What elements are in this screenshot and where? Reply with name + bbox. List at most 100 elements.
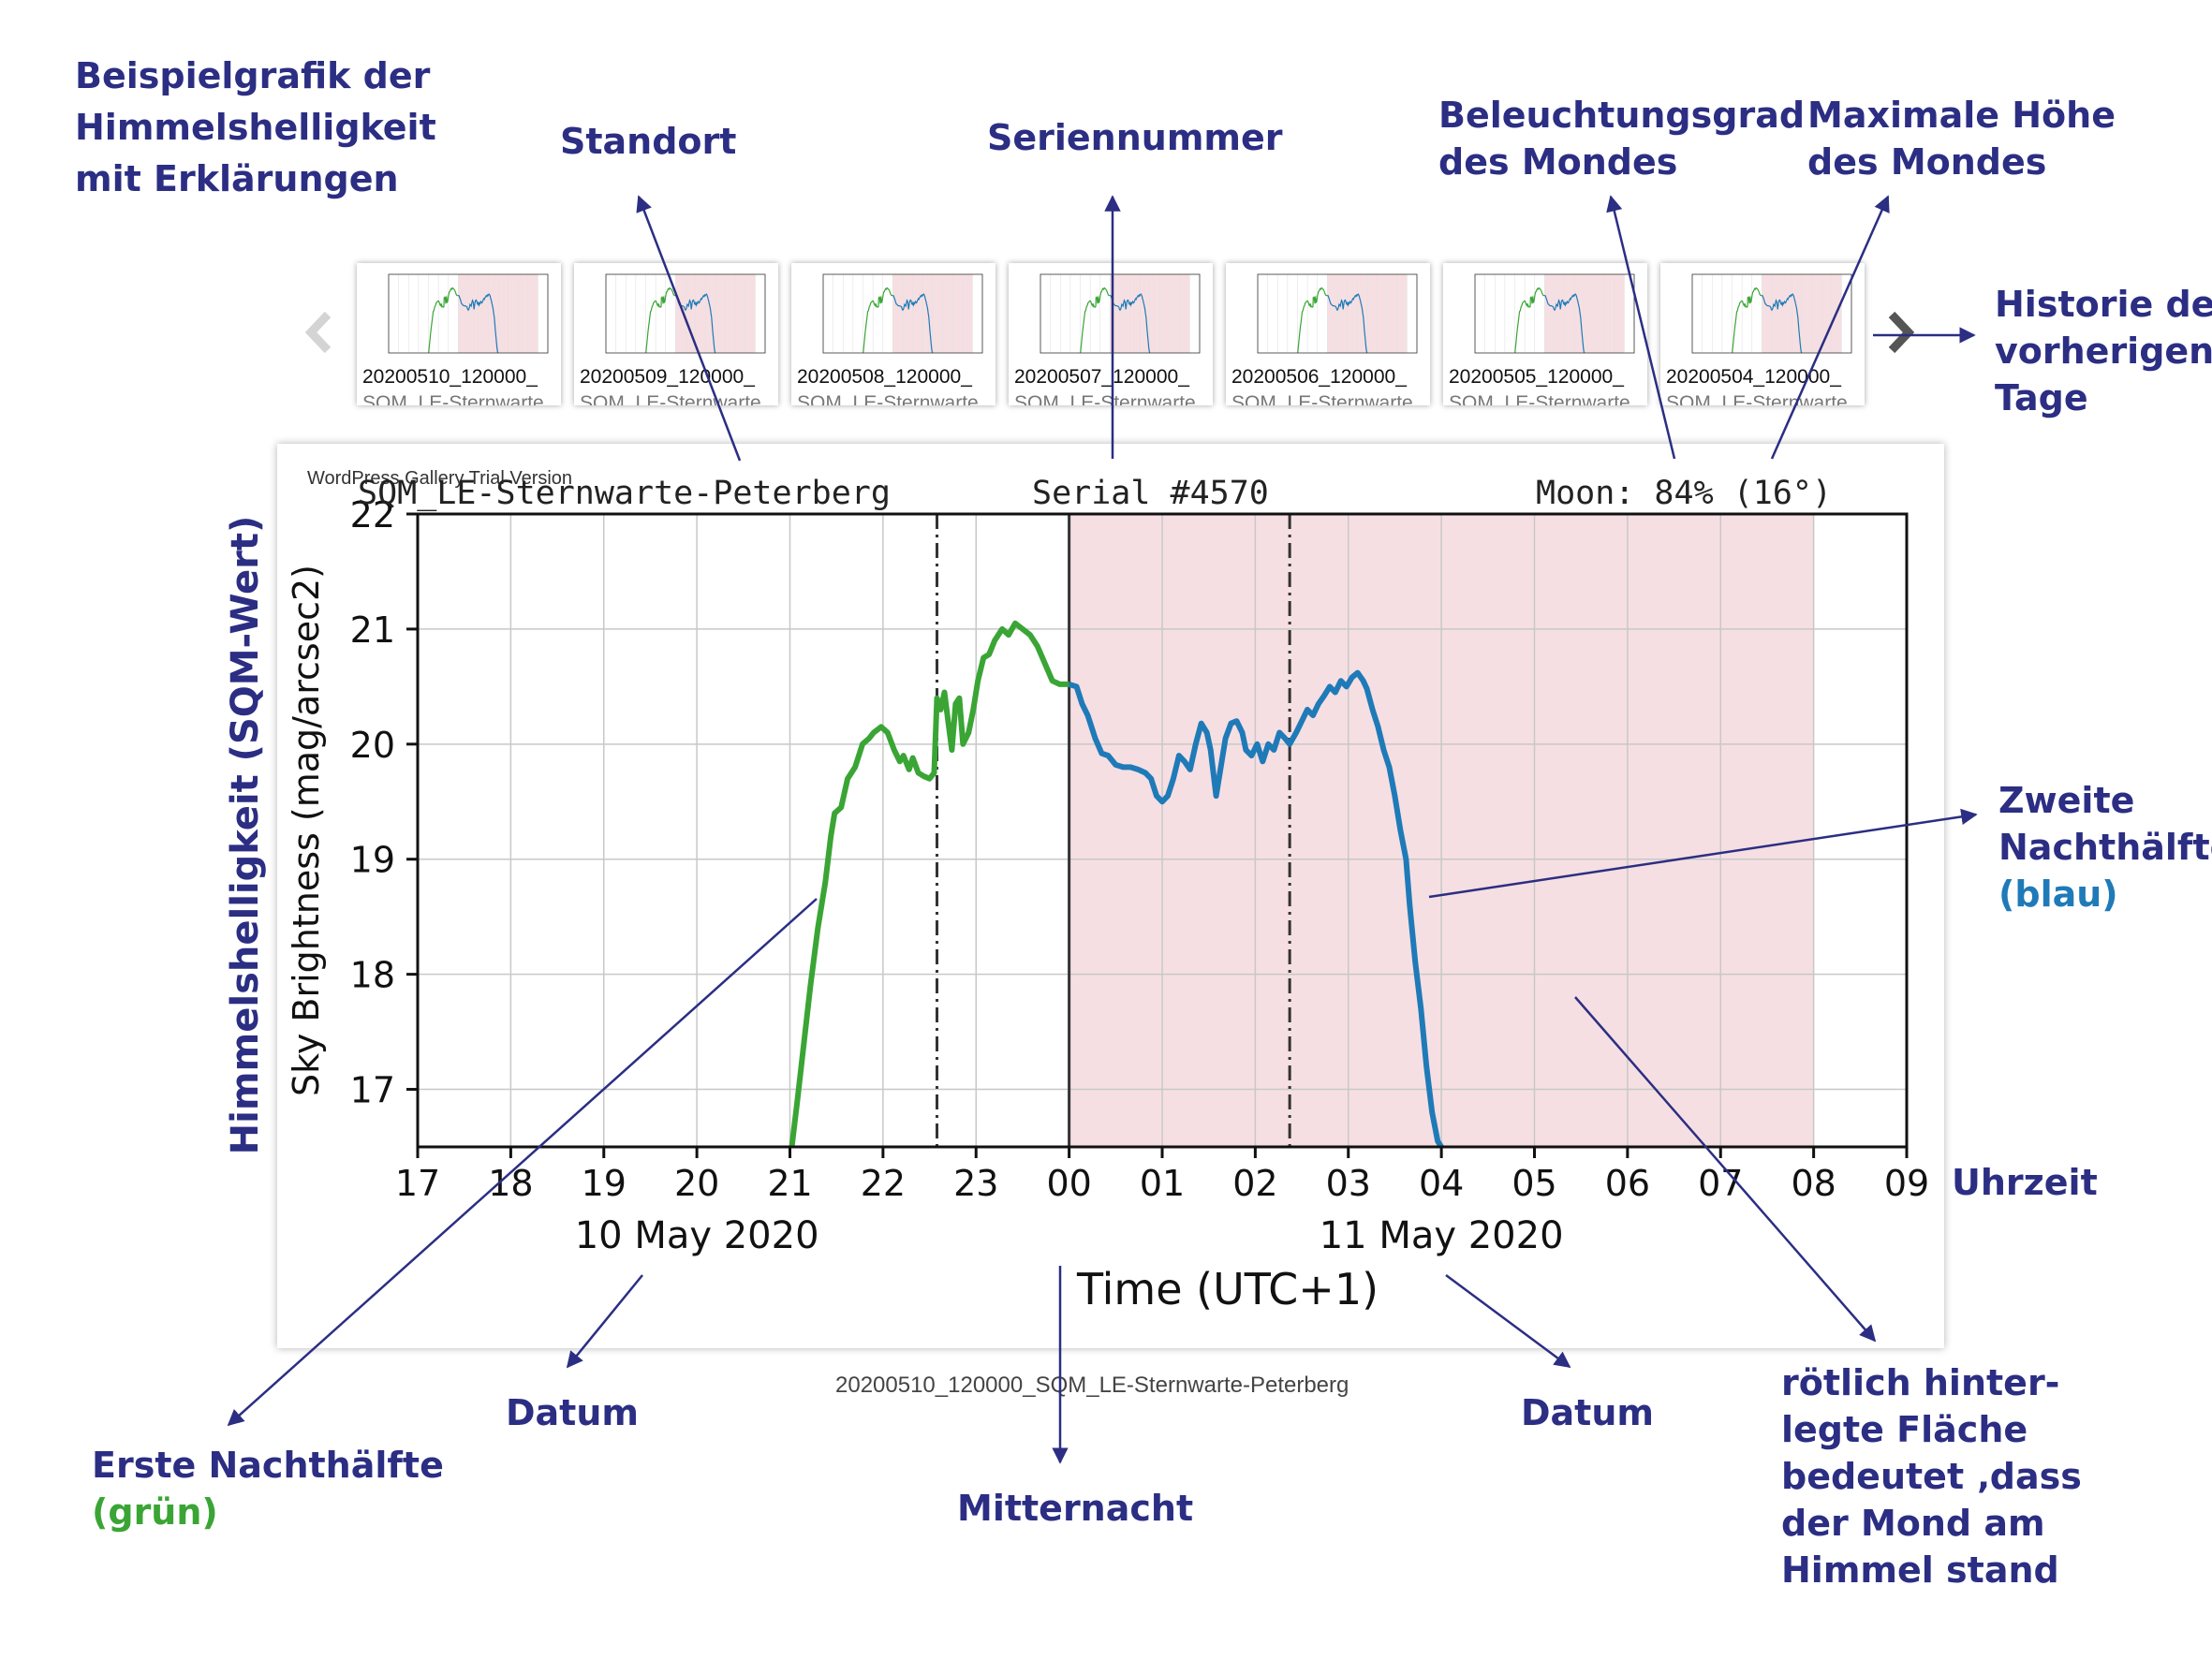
gallery-thumbnail-1[interactable]: 20200509_120000_ SQM_LE-Sternwarte: [574, 263, 778, 405]
thumb-series: [1327, 293, 1368, 354]
beleuchtung-line-2: des Mondes: [1438, 141, 1678, 183]
gallery-next-button[interactable]: [1882, 309, 1920, 356]
hoehe-line-2: des Mondes: [1807, 141, 2047, 183]
thumbnail-sublabel: SQM_LE-Sternwarte: [1231, 392, 1413, 405]
thumbnail-label: 20200508_120000_: [797, 366, 972, 388]
x-tick-label: 19: [582, 1163, 627, 1204]
label-historie: Historie der vorherigen Tage: [1995, 281, 2212, 421]
x-tick-label: 03: [1326, 1163, 1371, 1204]
thumbnail-label: 20200504_120000_: [1666, 366, 1841, 388]
x-tick-label: 07: [1698, 1163, 1743, 1204]
thumb-series: [863, 286, 893, 354]
x-tick-label: 01: [1140, 1163, 1185, 1204]
thumb-series: [1762, 293, 1803, 354]
thumbnail-sublabel: SQM_LE-Sternwarte: [1666, 392, 1848, 405]
thumbnail-chart: [605, 273, 766, 354]
thumb-series: [675, 293, 716, 354]
thumb-frame: [1691, 273, 1852, 354]
arrow-erste: [227, 898, 818, 1427]
y-tick-label: 18: [350, 955, 395, 996]
label-seriennummer: Seriennummer: [987, 117, 1283, 158]
header-serial: Serial #4570: [1032, 475, 1269, 512]
y-tick-label: 17: [350, 1070, 395, 1111]
label-mitternacht: Mitternacht: [957, 1488, 1194, 1529]
gallery-thumbnail-3[interactable]: 20200507_120000_ SQM_LE-Sternwarte: [1009, 263, 1213, 405]
gallery-thumbnail-0[interactable]: 20200510_120000_ SQM_LE-Sternwarte: [357, 263, 561, 405]
x-tick-label: 04: [1419, 1163, 1464, 1204]
erste-line-1: Erste Nachthälfte: [92, 1445, 444, 1486]
date-label: 10 May 2020: [575, 1214, 819, 1257]
x-tick-label: 18: [488, 1163, 533, 1204]
thumbnail-label: 20200507_120000_: [1014, 366, 1189, 388]
x-tick-label: 00: [1046, 1163, 1091, 1204]
arrow-hoehe: [1770, 195, 1890, 460]
thumbnail-label: 20200505_120000_: [1449, 366, 1624, 388]
label-zweite-nachthaelfte: Zweite Nachthälfte (blau): [1998, 777, 2212, 918]
thumbnail-sublabel: SQM_LE-Sternwarte: [1449, 392, 1630, 405]
zweite-color-label: (blau): [1998, 874, 2118, 915]
thumbnail-sublabel: SQM_LE-Sternwarte: [1014, 392, 1196, 405]
thumb-series: [1297, 286, 1328, 354]
arrow-standort: [636, 195, 742, 462]
label-beleuchtungsgrad: Beleuchtungsgrad des Mondes: [1438, 92, 1805, 185]
thumb-series: [1514, 286, 1545, 354]
thumbnail-chart: [1474, 273, 1635, 354]
x-tick-label: 17: [395, 1163, 440, 1204]
thumb-frame: [388, 273, 549, 354]
thumbnail-sublabel: SQM_LE-Sternwarte: [797, 392, 979, 405]
x-tick-label: 09: [1884, 1163, 1929, 1204]
historie-line-3: Tage: [1995, 377, 2088, 418]
arrow-datum-right: [1445, 1273, 1571, 1369]
label-datum-right: Datum: [1521, 1392, 1654, 1433]
arrow-zweite: [1428, 808, 1978, 899]
y-tick-label: 20: [350, 725, 395, 766]
thumb-frame: [1040, 273, 1201, 354]
gallery-thumbnail-6[interactable]: 20200504_120000_ SQM_LE-Sternwarte: [1660, 263, 1865, 405]
x-tick-label: 08: [1791, 1163, 1836, 1204]
beleuchtung-line-1: Beleuchtungsgrad: [1438, 95, 1806, 136]
thumb-series: [1732, 286, 1762, 354]
gallery-thumbnail-5[interactable]: 20200505_120000_ SQM_LE-Sternwarte: [1443, 263, 1647, 405]
label-roetlich: rötlich hinter- legte Fläche bedeutet ‚d…: [1781, 1359, 2082, 1593]
header-moon: Moon: 84% (16°): [1536, 475, 1832, 512]
thumbnail-chart: [1691, 273, 1852, 354]
y-axis-label: Sky Brightness (mag/arcsec2): [286, 565, 327, 1096]
thumbnail-label: 20200506_120000_: [1231, 366, 1407, 388]
thumb-series: [428, 286, 459, 354]
page-title: Beispielgrafik der Himmelshelligkeit mit…: [75, 51, 436, 205]
label-standort: Standort: [560, 121, 737, 162]
thumb-series: [1110, 293, 1151, 354]
arrow-datum-left: [566, 1274, 643, 1369]
title-line-3: mit Erklärungen: [75, 158, 399, 199]
thumbnail-label: 20200510_120000_: [362, 366, 538, 388]
roetlich-line-5: Himmel stand: [1781, 1549, 2059, 1591]
x-tick-label: 06: [1605, 1163, 1650, 1204]
gallery-thumbnail-2[interactable]: 20200508_120000_ SQM_LE-Sternwarte: [791, 263, 995, 405]
series-line-1: [789, 620, 1069, 1148]
series-line-2: [1068, 669, 1444, 1149]
label-uhrzeit: Uhrzeit: [1952, 1162, 2098, 1203]
image-caption: 20200510_120000_SQM_LE-Sternwarte-Peterb…: [835, 1373, 1349, 1398]
label-maximale-hoehe: Maximale Höhe des Mondes: [1807, 92, 2116, 185]
historie-line-2: vorherigen: [1995, 330, 2212, 372]
chevron-right-icon: [1888, 311, 1915, 354]
gallery-prev-button[interactable]: [300, 309, 337, 356]
y-tick-label: 19: [350, 840, 395, 881]
thumb-series: [458, 293, 499, 354]
x-tick-label: 21: [767, 1163, 812, 1204]
x-tick-label: 05: [1512, 1163, 1556, 1204]
chevron-left-icon: [304, 311, 332, 354]
roetlich-line-1: rötlich hinter-: [1781, 1362, 2060, 1403]
thumbnail-chart: [822, 273, 983, 354]
roetlich-line-3: bedeutet ‚dass: [1781, 1456, 2082, 1497]
trial-watermark: WordPress Gallery Trial Version: [307, 468, 573, 489]
y-tick-label: 21: [350, 609, 395, 651]
x-axis-label: Time (UTC+1): [1076, 1264, 1379, 1314]
x-tick-label: 02: [1232, 1163, 1277, 1204]
thumbnail-sublabel: SQM_LE-Sternwarte: [362, 392, 544, 405]
arrow-beleuchtung: [1606, 195, 1676, 460]
thumb-frame: [605, 273, 766, 354]
zweite-line-2: Nachthälfte: [1998, 827, 2212, 868]
roetlich-line-2: legte Fläche: [1781, 1409, 2028, 1450]
gallery-thumbnail-4[interactable]: 20200506_120000_ SQM_LE-Sternwarte: [1226, 263, 1430, 405]
